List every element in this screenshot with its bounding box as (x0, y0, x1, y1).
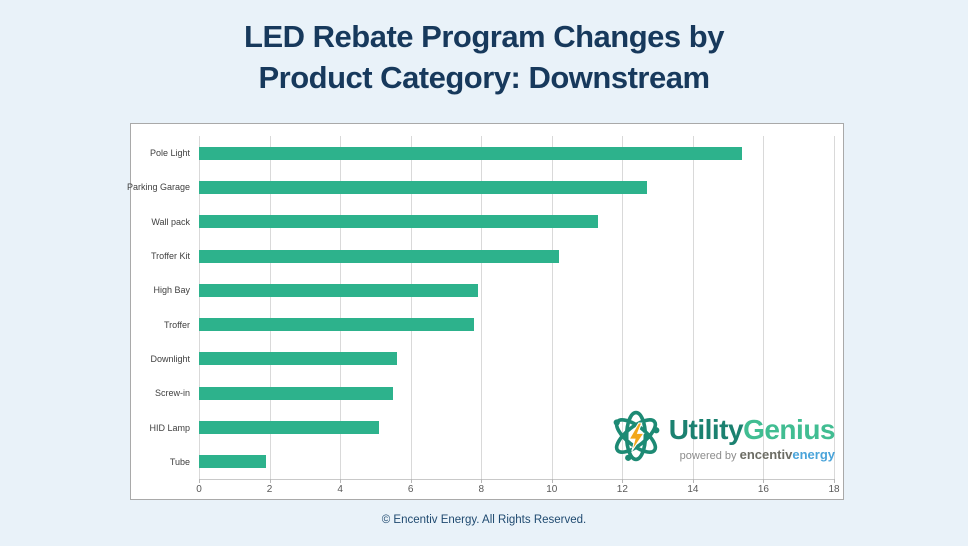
bar (199, 352, 397, 366)
gridline (481, 136, 483, 479)
x-tick-label: 16 (757, 484, 769, 495)
page-title-line1: LED Rebate Program Changes by (244, 19, 724, 54)
x-tick-label: 0 (196, 484, 202, 495)
logo-brand-genius: Genius (743, 414, 835, 445)
x-tick-label: 4 (337, 484, 343, 495)
tick-mark (551, 479, 553, 483)
bar (199, 215, 598, 229)
category-label: Parking Garage (126, 182, 190, 193)
bar (199, 249, 559, 263)
bar (199, 455, 267, 469)
bar-row: Parking Garage (127, 170, 834, 204)
category-label: High Bay (153, 285, 190, 296)
category-label: Downlight (150, 353, 190, 364)
category-label: Tube (169, 456, 190, 467)
plot-area: Pole Light Parking Garage Wall pack Troffer… (127, 136, 835, 483)
bar (199, 318, 475, 332)
gridline (692, 136, 694, 479)
gridline (551, 136, 553, 479)
bar (199, 386, 394, 400)
bar-row: HID Lamp (149, 410, 834, 444)
tick-mark (692, 479, 694, 483)
x-tick-label: 14 (687, 484, 699, 495)
x-tick-label: 18 (828, 484, 840, 495)
bar (199, 180, 648, 194)
logo-brand: UtilityGenius (668, 414, 836, 445)
bar-row: High Bay (153, 273, 834, 307)
copyright-text: © Encentiv Energy. All Rights Reserved. (381, 514, 587, 526)
logo-tagline: powered by encentivenergy (680, 447, 835, 462)
utility-genius-logo: UtilityGenius powered by encentivenergy (610, 406, 835, 471)
bar-row: Troffer Kit (151, 239, 834, 273)
category-label: Pole Light (149, 148, 190, 159)
tick-mark (834, 479, 835, 483)
gridline (269, 136, 271, 479)
tick-mark (199, 479, 200, 483)
atom-icon (610, 406, 662, 471)
bar-row: Wall pack (151, 205, 834, 239)
category-label: Troffer (163, 319, 190, 330)
x-tick-label: 10 (546, 484, 558, 495)
bar (199, 283, 478, 297)
gridline (834, 136, 835, 479)
page-title-line2: Product Category: Downstream (258, 60, 710, 95)
x-tick-label: 2 (266, 484, 273, 495)
x-tick-label: 8 (478, 484, 484, 495)
logo-powered-by: powered by (679, 450, 740, 462)
gridline (410, 136, 412, 479)
tick-mark (481, 479, 483, 483)
x-tick-label: 12 (616, 484, 628, 495)
category-label: HID Lamp (149, 422, 190, 433)
category-label: Screw-in (154, 388, 190, 399)
bar-row: Screw-in (155, 376, 834, 410)
gridline (622, 136, 624, 479)
x-axis-labels: 0 2 4 6 8 10 12 14 16 18 (196, 484, 839, 498)
page-title: LED Rebate Program Changes by Product Ca… (0, 16, 968, 98)
gridline (340, 136, 342, 479)
x-tick-label: 6 (407, 484, 414, 495)
gridline (763, 136, 765, 479)
logo-energy: energy (792, 447, 835, 462)
logo-encentiv: encentiv (739, 447, 793, 462)
gridline (199, 136, 200, 479)
bar (199, 421, 379, 435)
logo-text: UtilityGenius powered by encentivenergy (668, 414, 836, 463)
bar-rows: Pole Light Parking Garage Wall pack Troffer… (127, 136, 834, 479)
tick-mark (763, 479, 765, 483)
bar-row: Pole Light (150, 136, 834, 170)
bar-row: Tube (170, 445, 834, 479)
bar (199, 146, 743, 160)
tick-mark (410, 479, 412, 483)
tick-mark (622, 479, 624, 483)
logo-brand-utility: Utility (668, 414, 744, 445)
tick-mark (269, 479, 271, 483)
category-label: Wall pack (151, 216, 190, 227)
tick-mark (340, 479, 342, 483)
chart-panel: Pole Light Parking Garage Wall pack Troffer… (127, 123, 844, 500)
bar-row: Troffer (164, 307, 834, 341)
category-label: Troffer Kit (150, 251, 190, 262)
bar-row: Downlight (150, 342, 834, 376)
